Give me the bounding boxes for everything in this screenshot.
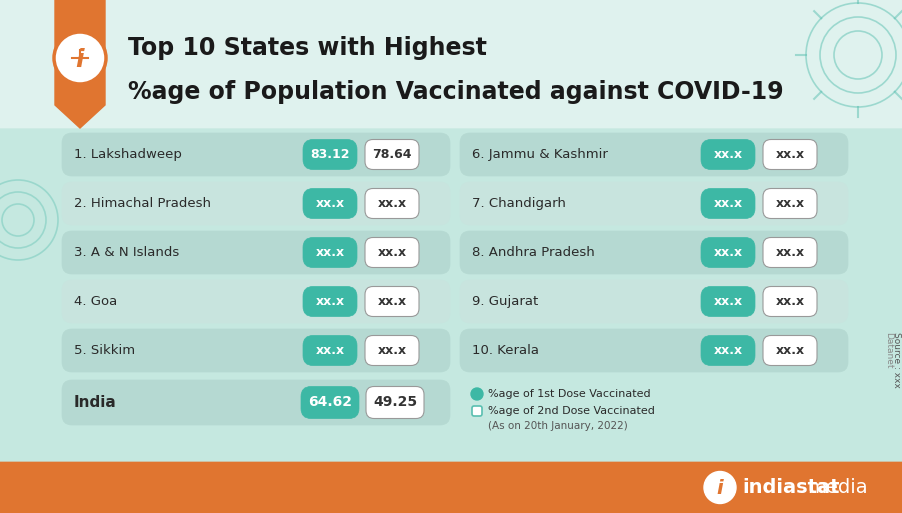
FancyBboxPatch shape bbox=[460, 280, 848, 323]
Text: xx.x: xx.x bbox=[377, 295, 407, 308]
Text: India: India bbox=[74, 395, 116, 410]
Text: %age of Population Vaccinated against COVID-19: %age of Population Vaccinated against CO… bbox=[128, 80, 784, 104]
FancyBboxPatch shape bbox=[763, 140, 817, 169]
FancyBboxPatch shape bbox=[701, 140, 755, 169]
Polygon shape bbox=[55, 0, 105, 128]
Circle shape bbox=[471, 388, 483, 400]
FancyBboxPatch shape bbox=[301, 386, 359, 419]
Text: 9. Gujarat: 9. Gujarat bbox=[472, 295, 538, 308]
FancyBboxPatch shape bbox=[701, 336, 755, 365]
Text: Top 10 States with Highest: Top 10 States with Highest bbox=[128, 36, 487, 60]
FancyBboxPatch shape bbox=[365, 140, 419, 169]
FancyBboxPatch shape bbox=[365, 336, 419, 365]
FancyBboxPatch shape bbox=[460, 133, 848, 176]
Text: 6. Jammu & Kashmir: 6. Jammu & Kashmir bbox=[472, 148, 608, 161]
FancyBboxPatch shape bbox=[62, 380, 450, 425]
FancyBboxPatch shape bbox=[472, 406, 482, 416]
Text: xx.x: xx.x bbox=[377, 197, 407, 210]
Text: Source : xxx: Source : xxx bbox=[892, 332, 901, 388]
FancyBboxPatch shape bbox=[460, 182, 848, 225]
Text: xx.x: xx.x bbox=[377, 246, 407, 259]
Text: xx.x: xx.x bbox=[776, 197, 805, 210]
FancyBboxPatch shape bbox=[62, 133, 450, 176]
Text: 4. Goa: 4. Goa bbox=[74, 295, 117, 308]
Text: xx.x: xx.x bbox=[776, 148, 805, 161]
Text: 7. Chandigarh: 7. Chandigarh bbox=[472, 197, 566, 210]
Text: xx.x: xx.x bbox=[776, 344, 805, 357]
FancyBboxPatch shape bbox=[0, 0, 902, 128]
Text: 10. Kerala: 10. Kerala bbox=[472, 344, 539, 357]
Text: xx.x: xx.x bbox=[776, 246, 805, 259]
Text: 8. Andhra Pradesh: 8. Andhra Pradesh bbox=[472, 246, 594, 259]
Text: 49.25: 49.25 bbox=[373, 396, 417, 409]
Text: (As on 20th January, 2022): (As on 20th January, 2022) bbox=[488, 421, 628, 431]
Text: Datanet: Datanet bbox=[885, 332, 894, 368]
FancyBboxPatch shape bbox=[365, 188, 419, 219]
FancyBboxPatch shape bbox=[701, 188, 755, 219]
FancyBboxPatch shape bbox=[303, 336, 357, 365]
FancyBboxPatch shape bbox=[62, 280, 450, 323]
FancyBboxPatch shape bbox=[0, 462, 902, 513]
Text: xx.x: xx.x bbox=[377, 344, 407, 357]
FancyBboxPatch shape bbox=[365, 286, 419, 317]
FancyBboxPatch shape bbox=[701, 286, 755, 317]
Text: xx.x: xx.x bbox=[713, 246, 742, 259]
Text: xx.x: xx.x bbox=[713, 344, 742, 357]
Text: xx.x: xx.x bbox=[316, 295, 345, 308]
Text: i: i bbox=[76, 48, 84, 72]
Text: 1. Lakshadweep: 1. Lakshadweep bbox=[74, 148, 182, 161]
FancyBboxPatch shape bbox=[303, 286, 357, 317]
FancyBboxPatch shape bbox=[303, 140, 357, 169]
Text: xx.x: xx.x bbox=[316, 197, 345, 210]
FancyBboxPatch shape bbox=[460, 231, 848, 274]
Text: xx.x: xx.x bbox=[316, 246, 345, 259]
Circle shape bbox=[54, 32, 106, 84]
FancyBboxPatch shape bbox=[763, 238, 817, 267]
Text: 3. A & N Islands: 3. A & N Islands bbox=[74, 246, 179, 259]
Text: 83.12: 83.12 bbox=[310, 148, 350, 161]
Text: 2. Himachal Pradesh: 2. Himachal Pradesh bbox=[74, 197, 211, 210]
FancyBboxPatch shape bbox=[701, 238, 755, 267]
FancyBboxPatch shape bbox=[763, 286, 817, 317]
FancyBboxPatch shape bbox=[62, 182, 450, 225]
Text: %age of 2nd Dose Vaccinated: %age of 2nd Dose Vaccinated bbox=[488, 406, 655, 416]
Text: media: media bbox=[807, 478, 868, 497]
Text: xx.x: xx.x bbox=[713, 197, 742, 210]
Text: xx.x: xx.x bbox=[316, 344, 345, 357]
Text: xx.x: xx.x bbox=[776, 295, 805, 308]
FancyBboxPatch shape bbox=[763, 336, 817, 365]
Text: indiastat: indiastat bbox=[742, 478, 840, 497]
Text: i: i bbox=[717, 479, 723, 498]
Text: 5. Sikkim: 5. Sikkim bbox=[74, 344, 135, 357]
Text: 64.62: 64.62 bbox=[308, 396, 352, 409]
FancyBboxPatch shape bbox=[62, 329, 450, 372]
Text: 78.64: 78.64 bbox=[373, 148, 411, 161]
FancyBboxPatch shape bbox=[366, 386, 424, 419]
FancyBboxPatch shape bbox=[763, 188, 817, 219]
FancyBboxPatch shape bbox=[365, 238, 419, 267]
FancyBboxPatch shape bbox=[62, 231, 450, 274]
FancyBboxPatch shape bbox=[303, 188, 357, 219]
FancyBboxPatch shape bbox=[460, 329, 848, 372]
Text: xx.x: xx.x bbox=[713, 148, 742, 161]
Circle shape bbox=[704, 471, 736, 503]
FancyBboxPatch shape bbox=[303, 238, 357, 267]
Text: %age of 1st Dose Vaccinated: %age of 1st Dose Vaccinated bbox=[488, 389, 650, 399]
Text: xx.x: xx.x bbox=[713, 295, 742, 308]
